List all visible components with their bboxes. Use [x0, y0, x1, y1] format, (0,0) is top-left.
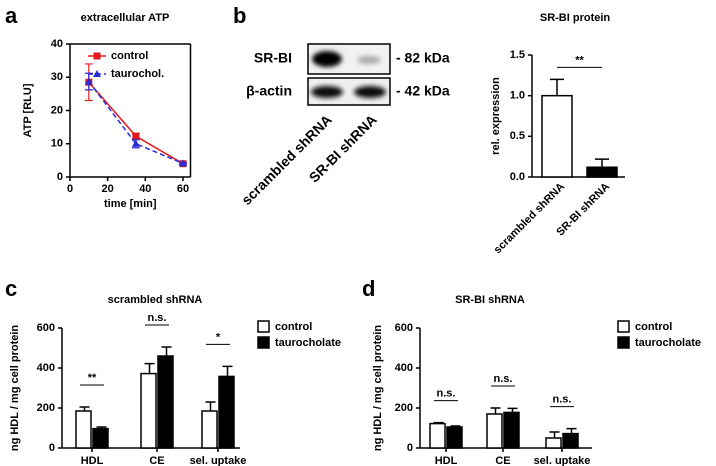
y-tick-label: 0	[57, 171, 63, 183]
bar	[429, 422, 446, 449]
error-bar	[144, 362, 155, 374]
y-tick-label: 400	[395, 362, 413, 374]
x-tick-label: 20	[102, 183, 114, 195]
y-tick-label: 0	[407, 442, 413, 454]
bar	[75, 410, 92, 449]
y-tick-label: 0.0	[510, 171, 525, 183]
y-tick-label: 0	[49, 442, 55, 454]
error-bar	[550, 78, 564, 96]
chart-title: extracellular ATP	[81, 12, 170, 24]
significance: **	[88, 372, 97, 384]
y-tick-label: 30	[51, 71, 63, 83]
x-tick-label: sel. uptake	[534, 455, 591, 466]
panel-letter: a	[5, 3, 18, 28]
line	[88, 81, 184, 165]
legend-marker	[93, 52, 101, 60]
legend-label: control	[275, 321, 312, 333]
y-tick-label: 40	[51, 38, 63, 50]
bar	[446, 426, 463, 449]
blot-size: - 82 kDa	[396, 50, 450, 66]
y-tick-label: 600	[395, 322, 413, 334]
bar	[218, 375, 235, 449]
bar	[503, 411, 520, 449]
x-tick-label: HDL	[435, 455, 458, 466]
panel-letter: c	[5, 276, 17, 301]
band	[312, 51, 342, 67]
error-bar	[490, 407, 501, 414]
legend-swatch	[617, 320, 630, 333]
chart-title: scrambled shRNA	[108, 294, 203, 306]
error-bar	[205, 401, 216, 411]
x-axis-label: time [min]	[104, 198, 157, 210]
band	[354, 86, 386, 98]
y-tick-label: 200	[37, 402, 55, 414]
bar	[545, 437, 562, 449]
band	[311, 86, 343, 98]
y-axis-label: ng HDL / mg cell protein	[9, 325, 21, 452]
significance: n.s.	[553, 394, 572, 406]
legend-label: control	[111, 50, 148, 62]
significance: n.s.	[148, 312, 167, 324]
significance: *	[216, 331, 221, 343]
y-tick-label: 1.0	[510, 90, 525, 102]
x-tick-label: HDL	[81, 455, 104, 466]
legend-label: taurocholate	[275, 337, 341, 349]
y-axis-label: rel. expression	[490, 77, 502, 155]
bar	[140, 372, 157, 449]
x-tick-label: sel. uptake	[190, 455, 247, 466]
legend-label: taurocholate	[635, 337, 701, 349]
y-tick-label: 20	[51, 104, 63, 116]
blot-size: - 42 kDa	[396, 83, 450, 99]
x-tick-label: CE	[149, 455, 164, 466]
blot-row-label: SR-BI	[254, 50, 292, 66]
chart-title: SR-BI protein	[540, 12, 611, 24]
significance: n.s.	[494, 373, 513, 385]
error-bar	[222, 365, 233, 377]
legend-label: control	[635, 321, 672, 333]
y-axis-label: ATP [RLU]	[22, 83, 34, 137]
y-tick-label: 400	[37, 362, 55, 374]
bar	[157, 355, 174, 449]
error-bar	[161, 346, 172, 356]
significance: **	[575, 54, 584, 66]
bar	[541, 94, 573, 178]
legend-swatch	[257, 320, 270, 333]
panel-letter: b	[233, 3, 246, 28]
marker	[178, 159, 187, 167]
x-tick-label: 60	[177, 183, 189, 195]
y-tick-label: 1.5	[510, 49, 525, 61]
bar	[201, 410, 218, 449]
y-tick-label: 600	[37, 322, 55, 334]
legend-swatch	[617, 336, 630, 349]
marker	[132, 132, 140, 140]
marker	[84, 77, 93, 85]
legend-swatch	[257, 336, 270, 349]
legend-label: taurochol.	[111, 68, 164, 80]
marker	[131, 139, 140, 147]
bar	[562, 432, 579, 449]
error-bar	[549, 431, 560, 438]
bar	[586, 166, 618, 178]
y-tick-label: 0.5	[510, 130, 525, 142]
y-axis-label: ng HDL / mg cell protein	[372, 325, 384, 452]
blot-row-label: β-actin	[246, 83, 292, 99]
x-tick-label: 0	[67, 183, 73, 195]
legend-marker	[93, 70, 101, 77]
x-tick-label: CE	[495, 455, 510, 466]
error-bar	[595, 158, 609, 168]
bar	[486, 413, 503, 449]
y-tick-label: 200	[395, 402, 413, 414]
chart-title: SR-BI shRNA	[455, 294, 525, 306]
y-tick-label: 10	[51, 138, 63, 150]
significance: n.s.	[437, 388, 456, 400]
panel-letter: d	[362, 276, 375, 301]
band	[357, 56, 381, 64]
error-bar	[566, 427, 577, 434]
x-tick-label: 40	[139, 183, 151, 195]
bar	[92, 427, 109, 449]
